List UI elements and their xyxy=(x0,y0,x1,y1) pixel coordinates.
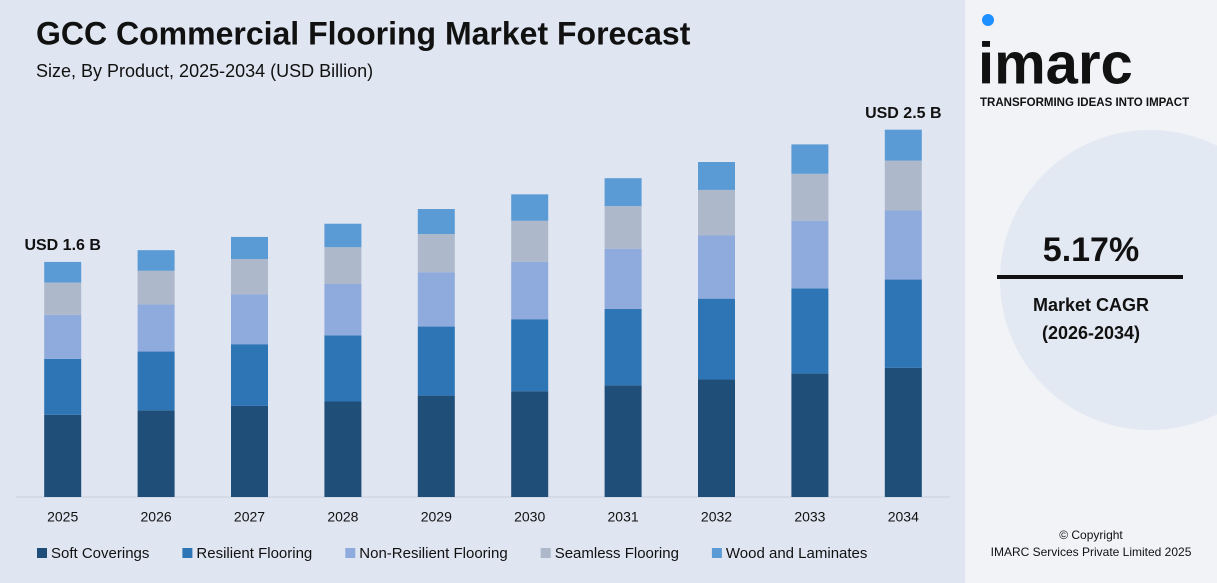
bar-segment xyxy=(417,234,455,273)
bar-segment xyxy=(511,319,549,392)
bar-segment xyxy=(884,367,922,497)
bar-segment xyxy=(137,351,175,411)
legend-swatch xyxy=(345,548,356,558)
cagr-period: (2026-2034) xyxy=(1042,323,1140,343)
legend-label: Wood and Laminates xyxy=(726,545,867,562)
bar-segment xyxy=(698,379,735,497)
company: IMARC Services Private Limited 2025 xyxy=(991,545,1192,559)
legend-swatch xyxy=(540,548,551,558)
bar-segment xyxy=(137,270,175,305)
bar-segment xyxy=(604,206,642,249)
bar-segment xyxy=(44,414,82,497)
bar-segment xyxy=(417,272,455,327)
legend-label: Seamless Flooring xyxy=(555,545,679,562)
cagr-label: Market CAGR xyxy=(1033,295,1149,315)
bar-segment xyxy=(44,261,82,283)
logo-dot xyxy=(982,14,994,26)
bar-segment xyxy=(44,358,82,415)
bar-segment xyxy=(417,326,455,396)
x-tick-label: 2033 xyxy=(794,509,825,525)
bar-segment xyxy=(324,401,362,497)
cagr-value: 5.17% xyxy=(1043,231,1139,269)
tagline: TRANSFORMING IDEAS INTO IMPACT xyxy=(980,97,1189,109)
bar-segment xyxy=(324,223,362,248)
bar-segment xyxy=(231,294,268,345)
x-tick-label: 2032 xyxy=(701,509,732,525)
legend-label: Soft Coverings xyxy=(51,545,149,562)
x-tick-label: 2028 xyxy=(327,509,358,525)
bar-segment xyxy=(604,385,642,497)
bar-segment xyxy=(884,129,922,161)
x-tick-label: 2029 xyxy=(421,509,452,525)
bar-segment xyxy=(324,247,362,284)
bar-segment xyxy=(604,178,642,207)
bar-segment xyxy=(791,220,829,289)
bar-segment xyxy=(604,308,642,386)
bar-segment xyxy=(231,236,268,259)
bar-segment xyxy=(137,304,175,352)
logo: imarc xyxy=(978,31,1133,96)
bar-segment xyxy=(511,261,549,320)
bar-segment xyxy=(698,235,735,299)
legend-swatch xyxy=(37,548,47,558)
bar-segment xyxy=(324,283,362,336)
bar-segment xyxy=(791,144,829,174)
bar-segment xyxy=(417,395,455,497)
bar-segment xyxy=(791,288,829,374)
x-tick-label: 2031 xyxy=(608,509,639,525)
bar-segment xyxy=(698,298,735,380)
x-tick-label: 2025 xyxy=(47,509,78,525)
bar-segment xyxy=(884,160,922,211)
legend-label: Non-Resilient Flooring xyxy=(359,545,507,562)
annotation: USD 2.5 B xyxy=(865,105,941,122)
annotation: USD 1.6 B xyxy=(24,237,100,254)
bar-segment xyxy=(698,189,735,236)
bar-segment xyxy=(231,405,268,497)
bar-segment xyxy=(137,410,175,497)
x-tick-label: 2026 xyxy=(141,509,172,525)
bar-segment xyxy=(511,220,549,262)
chart-subtitle: Size, By Product, 2025-2034 (USD Billion… xyxy=(36,61,373,81)
legend-label: Resilient Flooring xyxy=(196,545,312,562)
bar-segment xyxy=(511,194,549,221)
bar-segment xyxy=(44,282,82,315)
chart-title: GCC Commercial Flooring Market Forecast xyxy=(36,15,691,51)
bar-segment xyxy=(324,335,362,402)
bar-segment xyxy=(231,344,268,406)
bar-segment xyxy=(604,248,642,309)
bar-segment xyxy=(884,279,922,368)
sidebar-decoration xyxy=(1000,130,1217,430)
legend-swatch xyxy=(182,548,193,558)
legend-swatch xyxy=(711,548,722,558)
bar-segment xyxy=(791,173,829,221)
bar-segment xyxy=(698,162,735,190)
bar-segment xyxy=(44,314,82,359)
bar-segment xyxy=(511,391,549,497)
bar-segment xyxy=(231,258,268,295)
x-tick-label: 2027 xyxy=(234,509,265,525)
x-tick-label: 2030 xyxy=(514,509,545,525)
bar-segment xyxy=(791,373,829,497)
bar-segment xyxy=(417,209,455,235)
copyright: © Copyright xyxy=(1059,528,1123,542)
x-tick-label: 2034 xyxy=(888,509,919,525)
bar-segment xyxy=(884,210,922,280)
cagr-divider xyxy=(997,275,1183,279)
bar-segment xyxy=(137,250,175,271)
